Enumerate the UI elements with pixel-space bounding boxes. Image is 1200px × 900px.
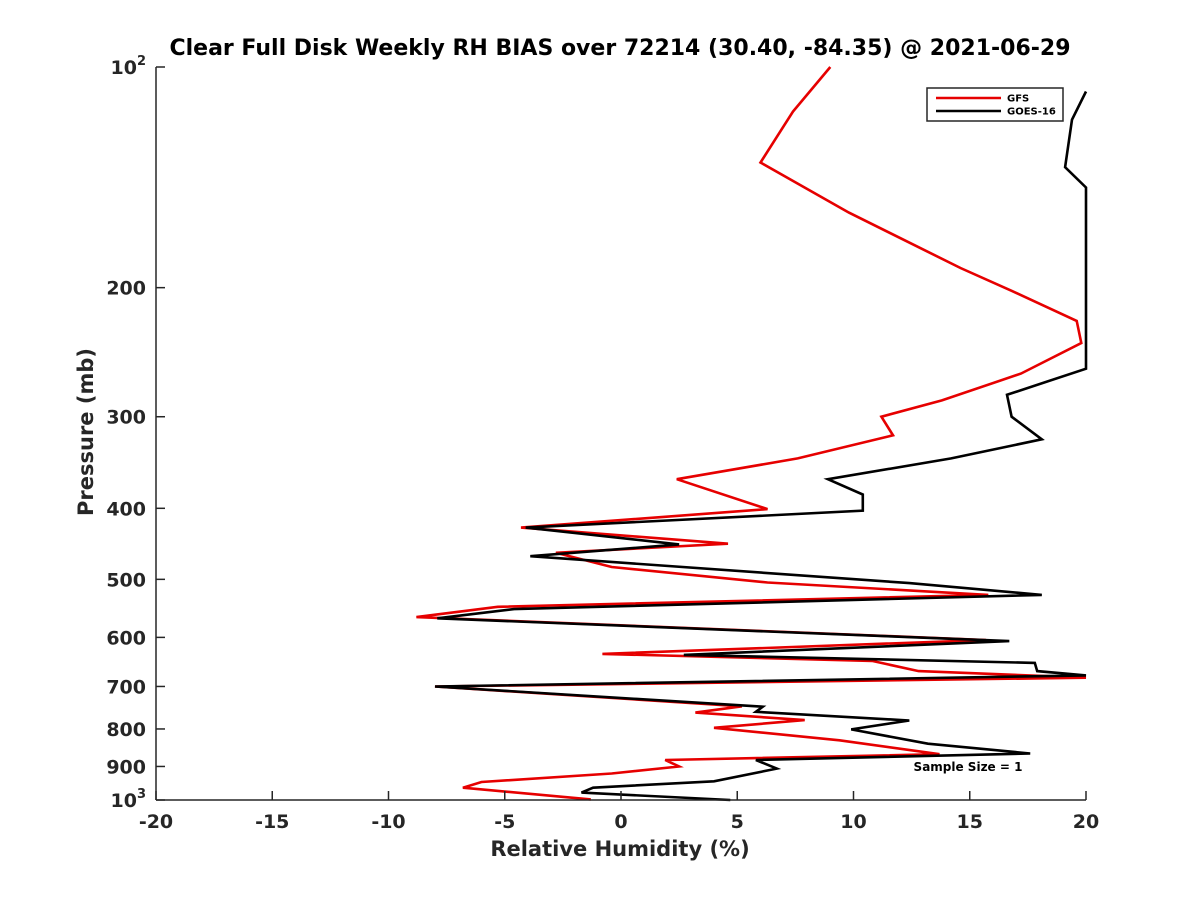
sample-size-annotation: Sample Size = 1 [914,760,1023,774]
x-tick-label: -5 [494,811,515,833]
x-tick-label: -15 [255,811,289,833]
y-tick-label: 900 [106,756,146,778]
y-tick-label: 200 [106,278,146,300]
legend-box [926,87,1064,122]
x-tick-label: 20 [1073,811,1099,833]
x-tick-label: -20 [139,811,173,833]
x-axis-label: Relative Humidity (%) [490,837,749,861]
legend-label-goes-16: GOES-16 [1007,107,1056,118]
y-axis-label: Pressure (mb) [74,348,98,516]
y-tick-label: 103 [111,787,147,812]
x-tick-label: 0 [614,811,627,833]
legend: GFS GOES-16 [926,87,1064,122]
chart-title: Clear Full Disk Weekly RH BIAS over 7221… [169,36,1070,61]
x-tick-label: 5 [731,811,744,833]
y-tick-label: 600 [106,627,146,649]
x-tick-label: -10 [371,811,405,833]
y-tick-label: 300 [106,407,146,429]
x-tick-label: 10 [840,811,866,833]
y-tick-label: 800 [106,719,146,741]
series-line-goes-16 [434,90,1088,802]
y-tick-label: 500 [106,569,146,591]
series-line-gfs [416,66,1087,801]
y-tick-label: 700 [106,676,146,698]
legend-label-gfs: GFS [1007,94,1029,105]
y-tick-label: 400 [106,498,146,520]
x-tick-label: 15 [957,811,983,833]
y-tick-label: 102 [111,54,147,79]
